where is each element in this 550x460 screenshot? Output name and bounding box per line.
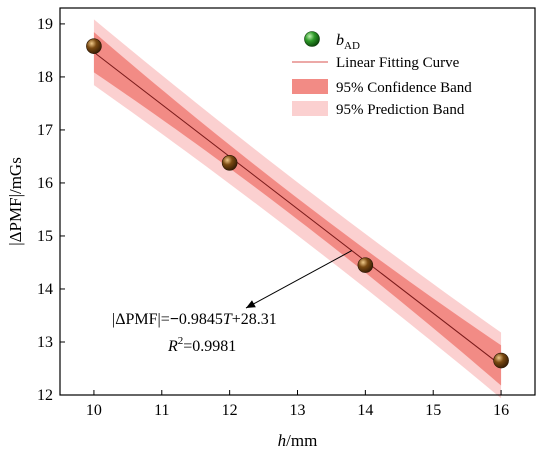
data-point-marker	[357, 257, 374, 273]
fit-equation-var: T	[223, 311, 233, 328]
legend-label-points: bAD	[336, 32, 360, 52]
y-tick-label: 16	[37, 175, 53, 192]
x-axis-ticks: 10 11 12 13 14 15 16	[86, 390, 509, 419]
x-tick-label: 12	[222, 402, 238, 419]
annotation-arrowhead	[246, 300, 256, 308]
data-point-marker	[86, 38, 102, 54]
y-tick-label: 17	[37, 122, 53, 139]
y-tick-label: 15	[37, 228, 53, 245]
annotation-arrow	[245, 250, 353, 309]
fit-line-group	[93, 51, 502, 366]
data-point	[493, 352, 509, 369]
data-point	[357, 257, 374, 273]
x-axis-title: h/mm	[278, 431, 318, 450]
x-tick-label: 15	[425, 402, 441, 419]
legend-point-sphere	[304, 31, 320, 47]
x-axis-title-var: h	[278, 431, 287, 450]
legend-prediction-swatch	[292, 101, 328, 116]
x-tick-label: 14	[357, 402, 373, 419]
data-point-marker	[221, 155, 238, 171]
legend-label-points-base: b	[336, 32, 344, 49]
y-axis-ticks: 12 13 14 15 16 17 18 19	[37, 16, 65, 404]
y-tick-label: 12	[37, 387, 53, 404]
legend-label-points-sub: AD	[344, 40, 360, 52]
x-axis-title-unit: /mm	[286, 431, 317, 450]
legend-label-prediction: 95% Prediction Band	[336, 102, 465, 118]
fit-annotation: |ΔPMF|=−0.9845T+28.31 R2=0.9981	[112, 250, 353, 355]
x-tick-label: 16	[493, 402, 509, 419]
fit-equation-minus: −	[170, 311, 179, 328]
data-point-marker	[493, 352, 509, 369]
data-points	[86, 38, 509, 369]
legend-point-marker	[304, 31, 320, 47]
x-tick-label: 10	[86, 402, 102, 419]
legend-label-fit: Linear Fitting Curve	[336, 55, 460, 71]
legend-label-confidence: 95% Confidence Band	[336, 80, 472, 96]
legend: bAD Linear Fitting Curve 95% Confidence …	[292, 31, 472, 118]
r-squared-symbol: R	[167, 338, 178, 355]
fit-equation-prefix: |ΔPMF|=	[112, 311, 170, 328]
y-axis-title: |ΔPMF|/mGs	[6, 157, 25, 246]
fit-equation: |ΔPMF|=−0.9845T+28.31	[112, 311, 277, 328]
y-tick-label: 18	[37, 69, 53, 86]
data-point	[86, 38, 102, 54]
y-tick-label: 14	[37, 281, 53, 298]
fit-equation-intercept: +28.31	[232, 311, 277, 328]
legend-confidence-swatch	[292, 79, 328, 94]
r-squared-value: =0.9981	[183, 338, 236, 355]
data-point	[221, 155, 238, 171]
y-tick-label: 13	[37, 334, 53, 351]
r-squared: R2=0.9981	[167, 335, 236, 355]
x-tick-label: 13	[290, 402, 306, 419]
r-squared-superscript: 2	[178, 335, 184, 347]
fit-equation-coef: 0.9845	[179, 311, 223, 328]
x-tick-label: 11	[154, 402, 169, 419]
fit-line	[93, 51, 502, 366]
y-tick-label: 19	[37, 16, 53, 33]
